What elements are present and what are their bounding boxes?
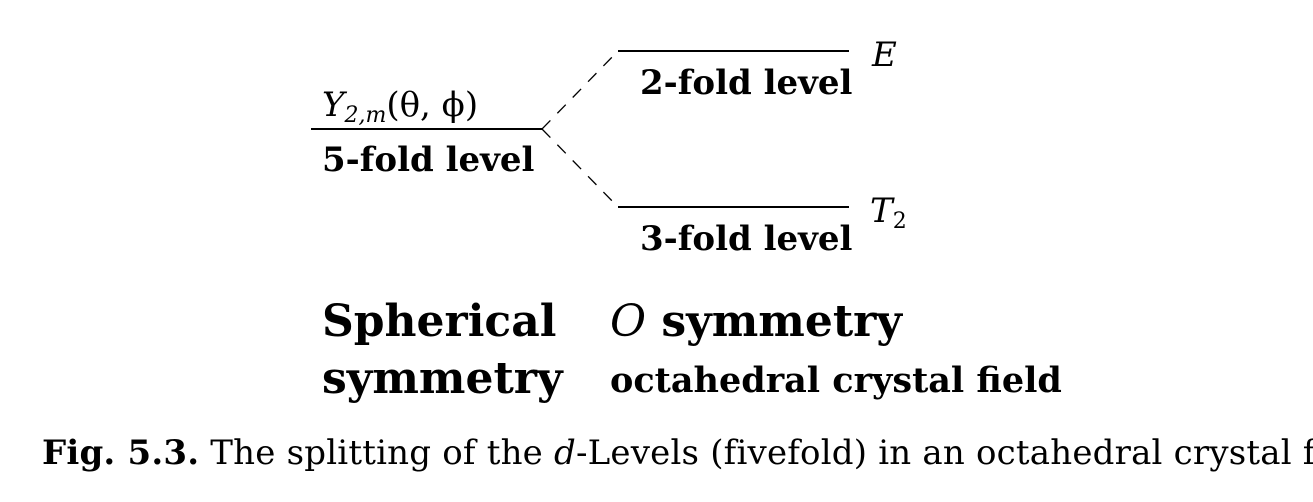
o-group-symbol: O (610, 296, 647, 347)
split-connector-lower (541, 128, 619, 208)
octahedral-heading-line2: octahedral crystal field (610, 360, 1062, 401)
e-symmetry-label: E (872, 35, 897, 75)
harmonic-args: (θ, ϕ) (386, 85, 479, 125)
spherical-harmonic-label: Y2,m(θ, ϕ) (322, 88, 478, 127)
two-fold-level-label: 2-fold level (640, 63, 853, 103)
octahedral-heading-line1: O symmetry (610, 300, 902, 344)
o-symmetry-text: symmetry (646, 296, 902, 347)
harmonic-symbol: Y (322, 85, 345, 125)
t2-symbol: T (870, 191, 893, 231)
t2-subscript: 2 (892, 209, 907, 234)
caption-text-end: -Levels (fivefold) in an octahedral crys… (575, 433, 1313, 473)
five-fold-level-label: 5-fold level (322, 140, 535, 180)
figure-number: Fig. 5.3. (42, 433, 200, 473)
t2-symmetry-label: T2 (870, 194, 907, 233)
caption-d-term: d (554, 433, 576, 473)
spherical-heading-line1: Spherical (322, 296, 557, 347)
spherical-heading-line2: symmetry (322, 353, 563, 404)
caption-text-start: The splitting of the (199, 433, 554, 473)
harmonic-subscript: 2,m (344, 103, 387, 128)
figure-caption: Fig. 5.3. The splitting of the d-Levels … (42, 436, 1313, 470)
split-connector-upper (541, 50, 619, 130)
three-fold-level-label: 3-fold level (640, 219, 853, 259)
